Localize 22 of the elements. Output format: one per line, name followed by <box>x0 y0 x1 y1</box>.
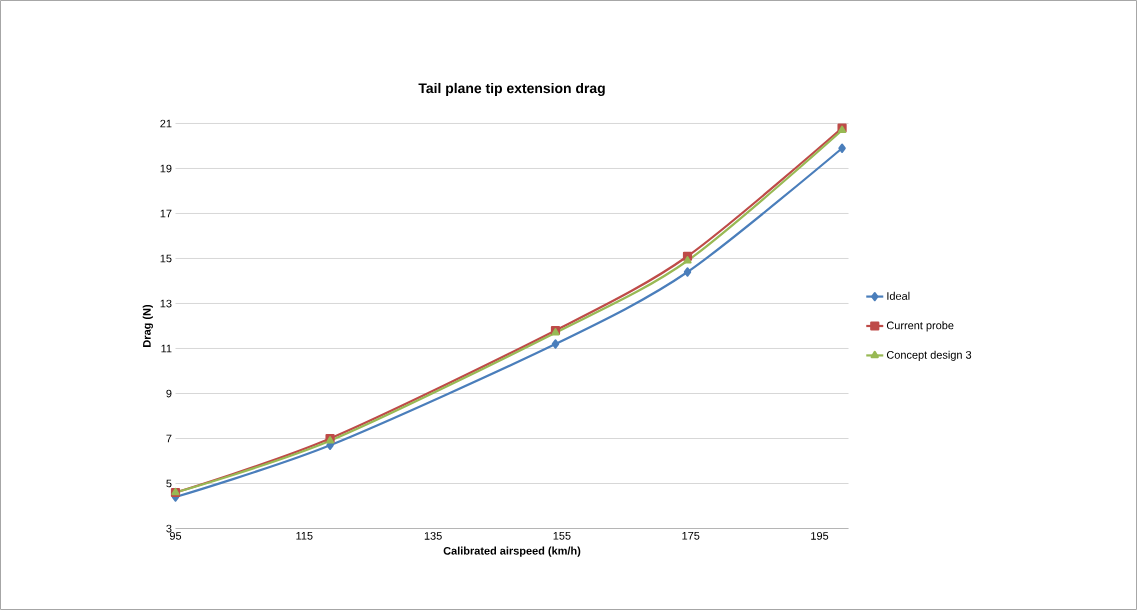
x-tick-label: 115 <box>296 532 313 540</box>
x-tick-label: 195 <box>811 532 829 540</box>
y-tick-label: 17 <box>160 209 172 218</box>
y-tick-label: 11 <box>161 344 172 353</box>
chart-title: Tail plane tip extension drag <box>418 82 605 96</box>
y-tick-label: 13 <box>160 299 172 308</box>
y-tick-label: 5 <box>166 479 172 488</box>
x-tick-label: 155 <box>553 532 571 540</box>
y-tick-label: 15 <box>160 254 172 263</box>
y-tick-label: 3 <box>166 524 172 533</box>
legend-label: Concept design 3 <box>886 350 972 361</box>
x-tick-label: 175 <box>682 532 700 540</box>
y-tick-label: 7 <box>166 434 172 443</box>
legend-label: Ideal <box>887 291 910 300</box>
y-tick-label: 21 <box>160 119 172 128</box>
legend-label: Current probe <box>886 321 954 332</box>
x-tick-label: 95 <box>169 532 182 540</box>
x-tick-label: 135 <box>424 532 442 540</box>
y-axis-title: Drag (N) <box>142 304 153 347</box>
x-axis-title: Calibrated airspeed (km/h) <box>443 546 581 557</box>
y-tick-label: 9 <box>166 389 172 398</box>
y-tick-label: 19 <box>160 164 172 173</box>
